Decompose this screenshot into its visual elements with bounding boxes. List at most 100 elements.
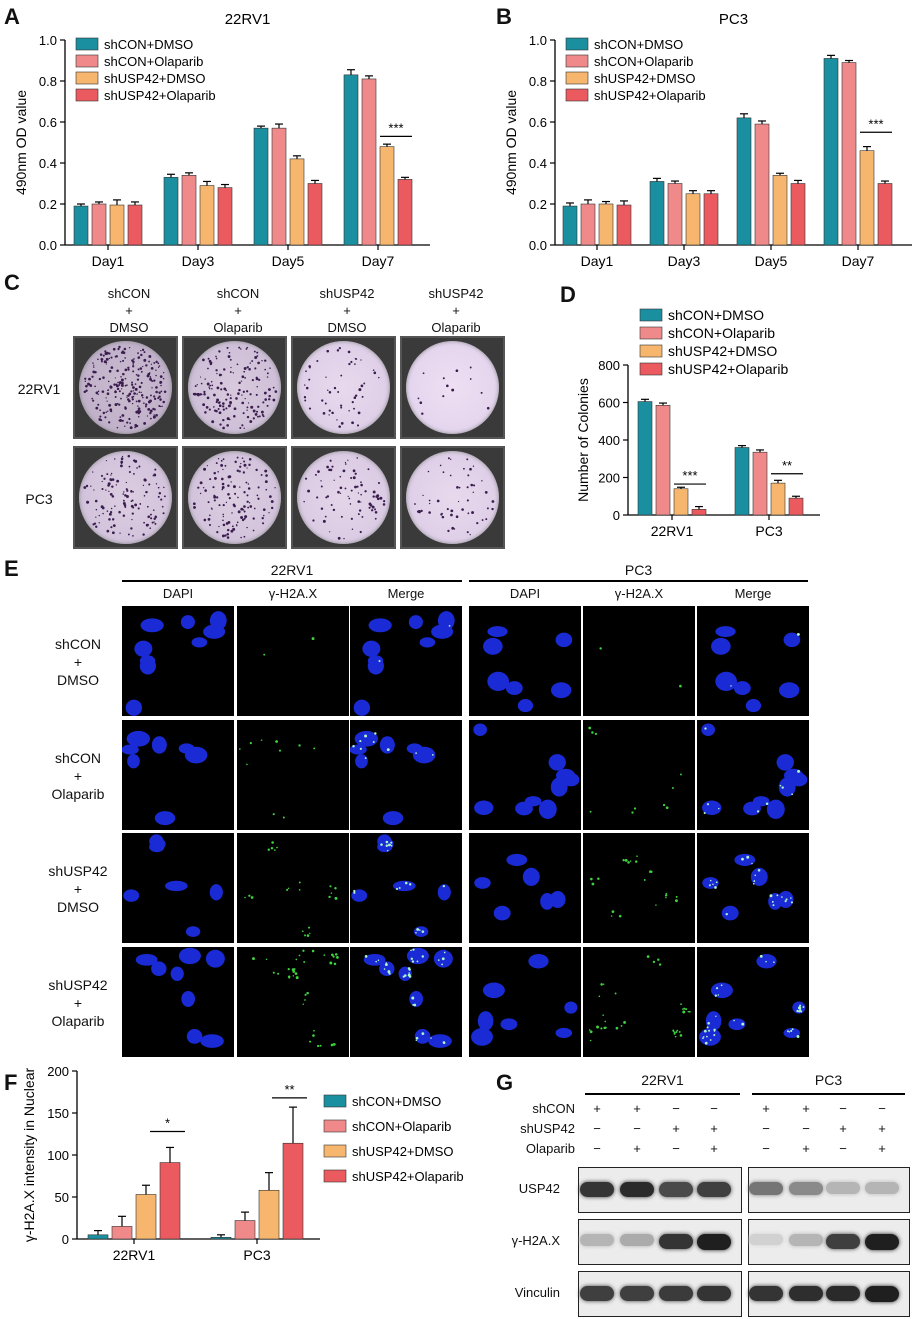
colony: [153, 397, 157, 400]
colony: [230, 394, 232, 396]
colony: [243, 463, 247, 467]
if-micrograph-content: [125, 611, 227, 716]
colony: [261, 360, 263, 362]
colony: [128, 470, 131, 474]
colony: [320, 507, 324, 510]
colony: [120, 397, 122, 400]
h2ax-focus: [353, 889, 356, 893]
h2ax-focus: [415, 931, 417, 934]
nucleus: [368, 618, 392, 633]
colony: [342, 469, 346, 473]
colony: [109, 510, 113, 514]
colony-dish-frame: [291, 446, 396, 549]
significance-label: **: [284, 1082, 294, 1097]
colony: [131, 512, 134, 515]
colony: [150, 363, 153, 365]
wb-group-title: 22RV1: [641, 1072, 684, 1088]
colony: [110, 474, 112, 476]
colony: [145, 405, 147, 408]
colony: [203, 468, 206, 471]
colony: [360, 359, 362, 361]
colony: [457, 500, 460, 503]
colony-dish: [406, 341, 499, 434]
colony: [246, 409, 248, 411]
colony: [206, 465, 208, 467]
colony: [239, 426, 242, 429]
if-micrograph-content: [590, 855, 678, 918]
colony: [364, 490, 367, 493]
colony: [237, 392, 240, 395]
nucleus: [122, 744, 139, 755]
colony: [111, 531, 115, 535]
h2ax-focus: [703, 1029, 707, 1033]
h2ax-focus: [772, 904, 775, 907]
colony: [450, 458, 452, 460]
colony: [162, 377, 165, 380]
colony: [132, 491, 135, 493]
h2ax-focus: [713, 1034, 716, 1037]
h2ax-focus: [295, 958, 298, 961]
colony: [447, 529, 450, 533]
colony: [134, 426, 136, 429]
colony: [122, 514, 126, 517]
h2ax-focus: [421, 1032, 425, 1036]
nucleus: [783, 768, 804, 783]
colony: [469, 366, 472, 369]
nucleus: [550, 777, 568, 797]
nucleus: [203, 624, 226, 639]
colony: [193, 506, 196, 509]
colony: [121, 419, 124, 422]
colony: [219, 381, 223, 385]
colony: [209, 478, 212, 481]
colony: [326, 349, 330, 353]
colony: [153, 414, 155, 416]
colony-column-header: shCON: [216, 286, 260, 301]
h2ax-focus: [330, 892, 333, 894]
if-micrograph: [237, 833, 349, 943]
colony: [227, 417, 230, 420]
colony: [107, 484, 110, 487]
colony: [270, 506, 274, 510]
legend-swatch: [323, 1144, 347, 1158]
colony: [244, 515, 248, 519]
colony: [99, 416, 101, 418]
h2ax-focus: [771, 900, 774, 903]
colony: [120, 464, 123, 468]
colony: [127, 366, 130, 369]
colony: [486, 507, 489, 510]
colony-dots: [83, 345, 167, 430]
h2ax-focus: [709, 879, 712, 882]
h2ax-focus: [272, 971, 275, 974]
colony: [347, 459, 349, 461]
colony: [355, 358, 358, 360]
colony: [98, 377, 102, 381]
y-tick-label: 200: [598, 471, 620, 486]
nucleus: [379, 736, 395, 754]
colony: [151, 387, 153, 389]
h2ax-focus: [390, 841, 393, 844]
colony: [97, 393, 99, 396]
h2ax-focus: [441, 963, 444, 966]
significance-label: *: [165, 1115, 170, 1130]
wb-sign: +: [802, 1101, 810, 1116]
colony: [217, 401, 221, 404]
colony: [215, 400, 218, 404]
colony: [247, 402, 250, 404]
nucleus: [362, 640, 381, 657]
h2ax-focus: [238, 748, 241, 750]
colony: [149, 409, 153, 413]
colony: [354, 485, 357, 489]
h2ax-focus: [372, 740, 375, 743]
colony: [228, 351, 231, 354]
colony: [149, 411, 152, 415]
h2ax-focus: [437, 959, 440, 961]
colony: [137, 356, 141, 359]
y-tick-label: 0.8: [39, 74, 57, 89]
nucleus: [154, 811, 176, 826]
colony: [155, 390, 158, 394]
h2ax-focus: [704, 727, 707, 730]
colony: [122, 493, 125, 495]
x-tick-label: PC3: [243, 1247, 270, 1263]
colony: [118, 345, 121, 349]
colony: [142, 484, 145, 487]
